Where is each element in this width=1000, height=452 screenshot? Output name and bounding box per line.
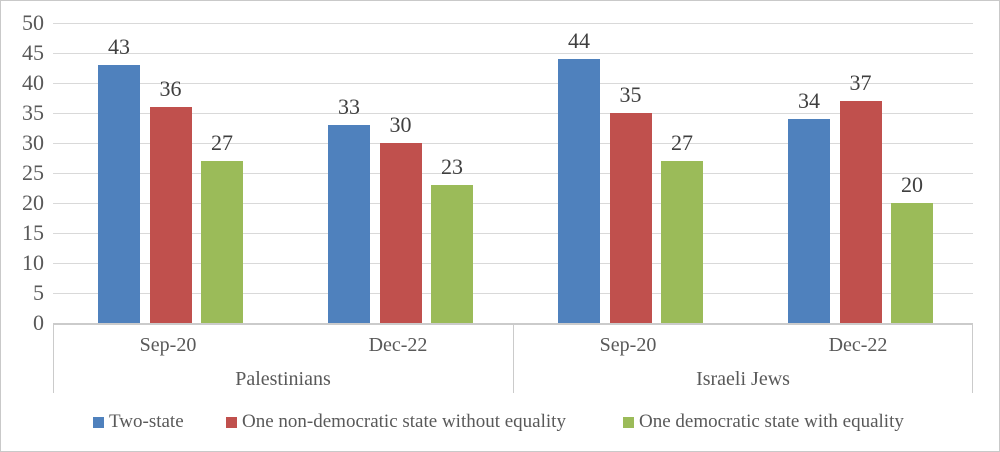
- data-label-one-democratic-state: 20: [901, 172, 923, 197]
- y-axis-tick-label: 0: [33, 310, 44, 335]
- legend-item-two-state: Two-state: [93, 409, 184, 435]
- legend-swatch-one-democratic-state: [623, 416, 634, 428]
- bar-one-democratic-state: [431, 185, 473, 323]
- legend-swatch-one-non-democratic-state: [226, 416, 237, 428]
- data-label-one-non-democratic-state: 37: [849, 70, 872, 95]
- category-label-palestinians-sep20: Sep-20: [139, 334, 197, 356]
- gridline-45: [53, 53, 973, 54]
- y-axis-tick-label: 15: [22, 220, 44, 245]
- data-label-two-state: 33: [338, 94, 360, 119]
- y-axis-tick-label: 10: [22, 250, 44, 275]
- data-label-two-state: 43: [108, 34, 130, 59]
- axis-separator-middle: [513, 323, 514, 393]
- data-label-two-state: 34: [798, 88, 820, 113]
- bar-one-non-democratic-state: [379, 143, 422, 323]
- legend-swatch-two-state: [93, 416, 104, 428]
- data-label-one-non-democratic-state: 30: [389, 112, 412, 137]
- gridline-35: [53, 113, 973, 114]
- group-label-palestinians: Palestinians: [235, 368, 331, 390]
- bar-one-non-democratic-state: [149, 107, 192, 323]
- gridline-25: [53, 173, 973, 174]
- data-label-two-state: 44: [568, 28, 590, 53]
- bar-two-state: [328, 125, 370, 323]
- legend-label-one-non-democratic-state: One non-democratic state without equalit…: [242, 411, 566, 432]
- bar-one-non-democratic-state: [609, 113, 652, 323]
- gridline-40: [53, 83, 973, 84]
- legend-item-one-non-democratic-state: One non-democratic state without equalit…: [226, 409, 566, 435]
- category-label-palestinians-dec22: Dec-22: [368, 334, 428, 356]
- legend-item-one-democratic-state: One democratic state with equality: [623, 409, 904, 435]
- gridline-15: [53, 233, 973, 234]
- gridline-20: [53, 203, 973, 204]
- axis-separator-left: [53, 323, 54, 393]
- y-axis-tick-label: 35: [22, 100, 44, 125]
- y-axis-tick-label: 5: [33, 280, 44, 305]
- data-label-one-democratic-state: 27: [211, 130, 233, 155]
- bar-one-democratic-state: [661, 161, 703, 323]
- gridline-10: [53, 263, 973, 264]
- gridline-5: [53, 293, 973, 294]
- data-label-one-democratic-state: 27: [671, 130, 693, 155]
- y-axis-tick-label: 25: [22, 160, 44, 185]
- bar-one-democratic-state: [891, 203, 933, 323]
- y-axis-tick-label: 20: [22, 190, 44, 215]
- y-axis-tick-label: 40: [22, 70, 44, 95]
- category-label-israelijews-dec22: Dec-22: [828, 334, 888, 356]
- gridline-30: [53, 143, 973, 144]
- axis-separator-right: [972, 323, 973, 393]
- y-axis-tick-label: 30: [22, 130, 44, 155]
- legend-label-one-democratic-state: One democratic state with equality: [639, 411, 904, 432]
- data-label-one-non-democratic-state: 36: [159, 76, 182, 101]
- bar-two-state: [788, 119, 830, 323]
- data-label-one-democratic-state: 23: [441, 154, 463, 179]
- group-label-israeli-jews: Israeli Jews: [696, 368, 790, 390]
- bar-one-democratic-state: [201, 161, 243, 323]
- y-axis-tick-label: 50: [22, 10, 44, 35]
- category-label-israelijews-sep20: Sep-20: [599, 334, 657, 356]
- gridline-50: [53, 23, 973, 24]
- data-label-one-non-democratic-state: 35: [619, 82, 642, 107]
- bar-one-non-democratic-state: [839, 101, 882, 323]
- y-axis-tick-label: 45: [22, 40, 44, 65]
- bar-two-state: [558, 59, 600, 323]
- legend-label-two-state: Two-state: [109, 411, 184, 432]
- bar-two-state: [98, 65, 140, 323]
